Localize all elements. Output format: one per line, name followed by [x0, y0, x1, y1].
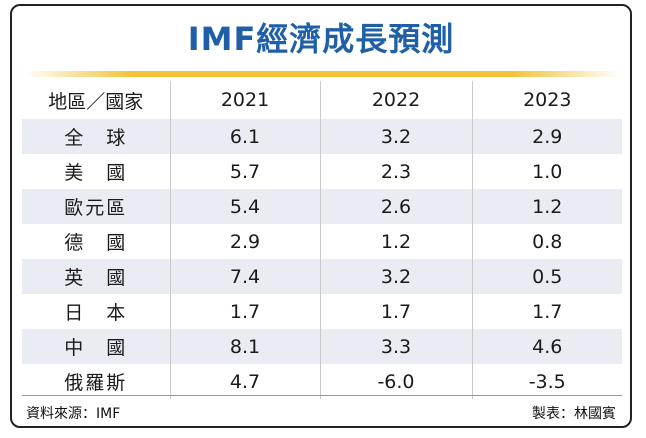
growth-value-2022: 1.2	[319, 224, 472, 259]
table-row: 德 國 2.9 1.2 0.8	[22, 224, 622, 259]
growth-value-2021: 4.7	[169, 364, 320, 399]
table-row: 歐元區 5.4 2.6 1.2	[22, 189, 622, 224]
growth-value-2021: 1.7	[169, 294, 320, 329]
growth-value-2021: 2.9	[169, 224, 320, 259]
growth-value-2023: 1.2	[471, 189, 622, 224]
growth-value-2022: 3.2	[319, 119, 472, 154]
growth-value-2021: 8.1	[169, 329, 320, 364]
growth-value-2021: 6.1	[169, 119, 320, 154]
growth-value-2021: 5.4	[169, 189, 320, 224]
growth-value-2022: 2.6	[319, 189, 472, 224]
table-row: 中 國 8.1 3.3 4.6	[22, 329, 622, 364]
header-year-2021: 2021	[169, 81, 320, 119]
table-row: 日 本 1.7 1.7 1.7	[22, 294, 622, 329]
region-label: 美 國	[64, 162, 128, 184]
forecast-table: 地區／國家 2021 2022 2023 全 球 6.1 3.2 2.9 美 國 5.7 2…	[22, 81, 622, 399]
table-row: 英 國 7.4 3.2 0.5	[22, 259, 622, 294]
header-year-2023: 2023	[471, 81, 622, 119]
region-label: 英 國	[22, 259, 170, 294]
growth-value-2023: 0.8	[471, 224, 622, 259]
region-label: 日 本	[64, 302, 128, 324]
header-region: 地區／國家	[48, 90, 144, 113]
source-note: 資料來源：IMF	[26, 406, 121, 422]
credit-note: 製表：林國賓	[532, 406, 616, 422]
region-label: 全 球	[22, 119, 170, 154]
title-underline-rule	[24, 71, 620, 77]
growth-value-2022: 1.7	[319, 294, 472, 329]
growth-value-2022: 2.3	[319, 154, 472, 189]
growth-value-2022: -6.0	[319, 364, 472, 399]
growth-value-2023: 2.9	[471, 119, 622, 154]
table-row: 美 國 5.7 2.3 1.0	[22, 154, 622, 189]
growth-value-2022: 3.3	[319, 329, 472, 364]
growth-value-2021: 5.7	[169, 154, 320, 189]
region-label: 俄羅斯	[64, 372, 128, 394]
growth-value-2023: 0.5	[471, 259, 622, 294]
growth-value-2023: 1.7	[471, 294, 622, 329]
footer-divider	[22, 395, 622, 396]
chart-title: IMF經濟成長預測	[187, 20, 455, 58]
growth-value-2023: 4.6	[471, 329, 622, 364]
region-label: 中 國	[22, 329, 170, 364]
region-label: 歐元區	[22, 189, 170, 224]
growth-value-2021: 7.4	[169, 259, 320, 294]
growth-value-2023: 1.0	[471, 154, 622, 189]
table-header-row: 地區／國家 2021 2022 2023	[22, 81, 622, 119]
table-row: 俄羅斯 4.7 -6.0 -3.5	[22, 364, 622, 399]
chart-card: IMF經濟成長預測 地區／國家 2021 2022 2023 全 球 6.1 3.2…	[10, 4, 632, 428]
header-year-2022: 2022	[319, 81, 472, 119]
growth-value-2022: 3.2	[319, 259, 472, 294]
growth-value-2023: -3.5	[471, 364, 622, 399]
region-label: 德 國	[64, 232, 128, 254]
table-row: 全 球 6.1 3.2 2.9	[22, 119, 622, 154]
